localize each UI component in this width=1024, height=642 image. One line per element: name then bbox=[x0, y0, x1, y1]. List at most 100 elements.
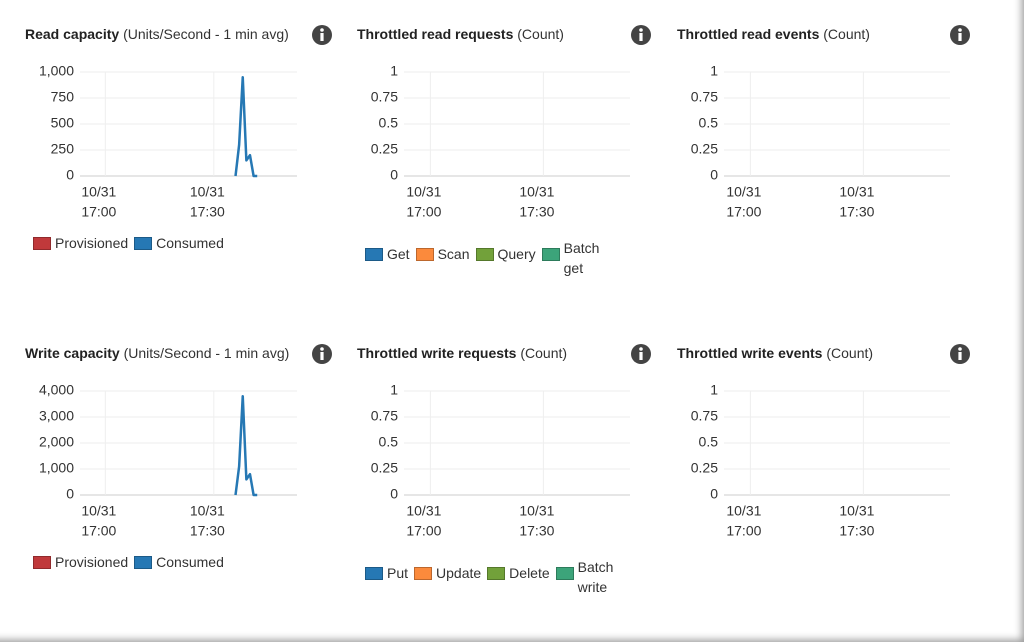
y-tick-label: 1 bbox=[710, 63, 718, 79]
title-main: Read capacity bbox=[25, 26, 119, 42]
y-tick-label: 0 bbox=[710, 486, 718, 502]
y-tick-label: 1,000 bbox=[39, 460, 74, 476]
info-icon bbox=[312, 344, 332, 364]
legend-label: Query bbox=[497, 246, 536, 262]
y-tick-label: 1,000 bbox=[39, 63, 74, 79]
info-icon bbox=[312, 25, 332, 45]
legend-swatch bbox=[33, 237, 51, 250]
y-tick-label: 0.5 bbox=[699, 115, 719, 131]
legend-swatch bbox=[415, 248, 434, 261]
legend-swatch bbox=[475, 248, 494, 261]
legend-label: Get bbox=[387, 246, 410, 262]
x-tick-label: 10/31 bbox=[839, 184, 874, 200]
chart-title: Write capacity (Units/Second - 1 min avg… bbox=[25, 345, 289, 361]
chart-title: Throttled write events (Count) bbox=[677, 345, 873, 361]
y-tick-label: 0.25 bbox=[371, 460, 398, 476]
info-bar bbox=[958, 352, 962, 360]
x-tick-label: 10/31 bbox=[406, 184, 441, 200]
x-tick-label: 17:30 bbox=[519, 204, 554, 220]
y-tick-label: 0 bbox=[390, 167, 398, 183]
series-line bbox=[234, 394, 258, 497]
x-tick-label: 17:00 bbox=[406, 523, 441, 539]
chart-title: Throttled read requests (Count) bbox=[357, 26, 564, 42]
title-unit: (Count) bbox=[826, 345, 873, 361]
y-tick-label: 4,000 bbox=[39, 382, 74, 398]
y-tick-label: 0.75 bbox=[691, 408, 718, 424]
legend-label: Consumed bbox=[156, 554, 224, 570]
legend-item: Scan bbox=[415, 246, 470, 262]
y-tick-label: 0.75 bbox=[371, 89, 398, 105]
x-tick-label: 17:00 bbox=[726, 204, 761, 220]
series-line bbox=[234, 75, 258, 178]
legend-swatch bbox=[33, 556, 51, 569]
legend: Provisioned Consumed bbox=[33, 554, 230, 570]
x-tick-label: 17:30 bbox=[190, 204, 225, 220]
chart-title: Throttled read events (Count) bbox=[677, 26, 870, 42]
chart-title: Throttled write requests (Count) bbox=[357, 345, 567, 361]
info-dot bbox=[639, 347, 643, 351]
legend-item: Provisioned bbox=[33, 554, 128, 570]
legend-label: Scan bbox=[437, 246, 470, 262]
title-main: Throttled read events bbox=[677, 26, 820, 42]
y-tick-label: 0.75 bbox=[691, 89, 718, 105]
title-main: Throttled read requests bbox=[357, 26, 514, 42]
y-tick-label: 0.25 bbox=[371, 141, 398, 157]
info-icon bbox=[631, 25, 651, 45]
legend-swatch bbox=[134, 556, 153, 569]
x-tick-label: 17:30 bbox=[839, 523, 874, 539]
x-tick-label: 10/31 bbox=[406, 503, 441, 519]
legend-swatch bbox=[414, 567, 433, 580]
x-tick-label: 17:00 bbox=[81, 204, 116, 220]
legend-label: Put bbox=[387, 565, 409, 581]
info-dot bbox=[320, 28, 324, 32]
title-main: Throttled write events bbox=[677, 345, 823, 361]
y-tick-label: 500 bbox=[51, 115, 75, 131]
y-tick-label: 0 bbox=[390, 486, 398, 502]
title-unit: (Count) bbox=[517, 26, 564, 42]
legend-swatch bbox=[541, 248, 560, 261]
legend-label: Consumed bbox=[156, 235, 224, 251]
info-dot bbox=[958, 347, 962, 351]
chart-panel: Throttled write requests (Count) 0 0.25 0.5… bbox=[357, 344, 651, 539]
legend-item: Batch write bbox=[555, 559, 618, 597]
x-tick-label: 17:30 bbox=[519, 523, 554, 539]
legend-item: Query bbox=[475, 246, 536, 262]
legend-label: Provisioned bbox=[55, 554, 129, 570]
info-icon bbox=[950, 344, 970, 364]
legend-swatch bbox=[365, 567, 383, 580]
legend-item: Provisioned bbox=[33, 235, 128, 251]
legend-swatch bbox=[555, 567, 574, 580]
legend-swatch bbox=[365, 248, 383, 261]
title-unit: (Count) bbox=[520, 345, 567, 361]
x-tick-label: 10/31 bbox=[190, 503, 225, 519]
y-tick-label: 0 bbox=[66, 167, 74, 183]
y-tick-label: 0.25 bbox=[691, 141, 718, 157]
info-bar bbox=[320, 352, 324, 360]
legend-item: Get bbox=[365, 246, 410, 262]
legend-label: Batch write bbox=[577, 559, 614, 595]
x-tick-label: 10/31 bbox=[519, 503, 554, 519]
info-dot bbox=[320, 347, 324, 351]
info-bar bbox=[639, 352, 643, 360]
x-tick-label: 17:30 bbox=[839, 204, 874, 220]
y-tick-label: 0.5 bbox=[379, 434, 399, 450]
legend-item: Batch get bbox=[541, 240, 604, 278]
legend-label: Update bbox=[436, 565, 482, 581]
info-icon bbox=[950, 25, 970, 45]
legend-item: Delete bbox=[487, 565, 550, 581]
chart-panel: Read capacity (Units/Second - 1 min avg)… bbox=[25, 25, 332, 220]
legend-swatch bbox=[487, 567, 506, 580]
title-unit: (Units/Second - 1 min avg) bbox=[124, 345, 290, 361]
legend-item: Update bbox=[414, 565, 481, 581]
y-tick-label: 0.5 bbox=[379, 115, 399, 131]
title-unit: (Units/Second - 1 min avg) bbox=[123, 26, 289, 42]
chart-title: Read capacity (Units/Second - 1 min avg) bbox=[25, 26, 289, 42]
legend: Get Scan Query Batch get bbox=[365, 240, 610, 278]
x-tick-label: 17:00 bbox=[726, 523, 761, 539]
info-bar bbox=[320, 33, 324, 41]
y-tick-label: 1 bbox=[710, 382, 718, 398]
x-tick-label: 10/31 bbox=[726, 503, 761, 519]
x-tick-label: 17:30 bbox=[190, 523, 225, 539]
y-tick-label: 0.5 bbox=[699, 434, 719, 450]
x-tick-label: 10/31 bbox=[839, 503, 874, 519]
